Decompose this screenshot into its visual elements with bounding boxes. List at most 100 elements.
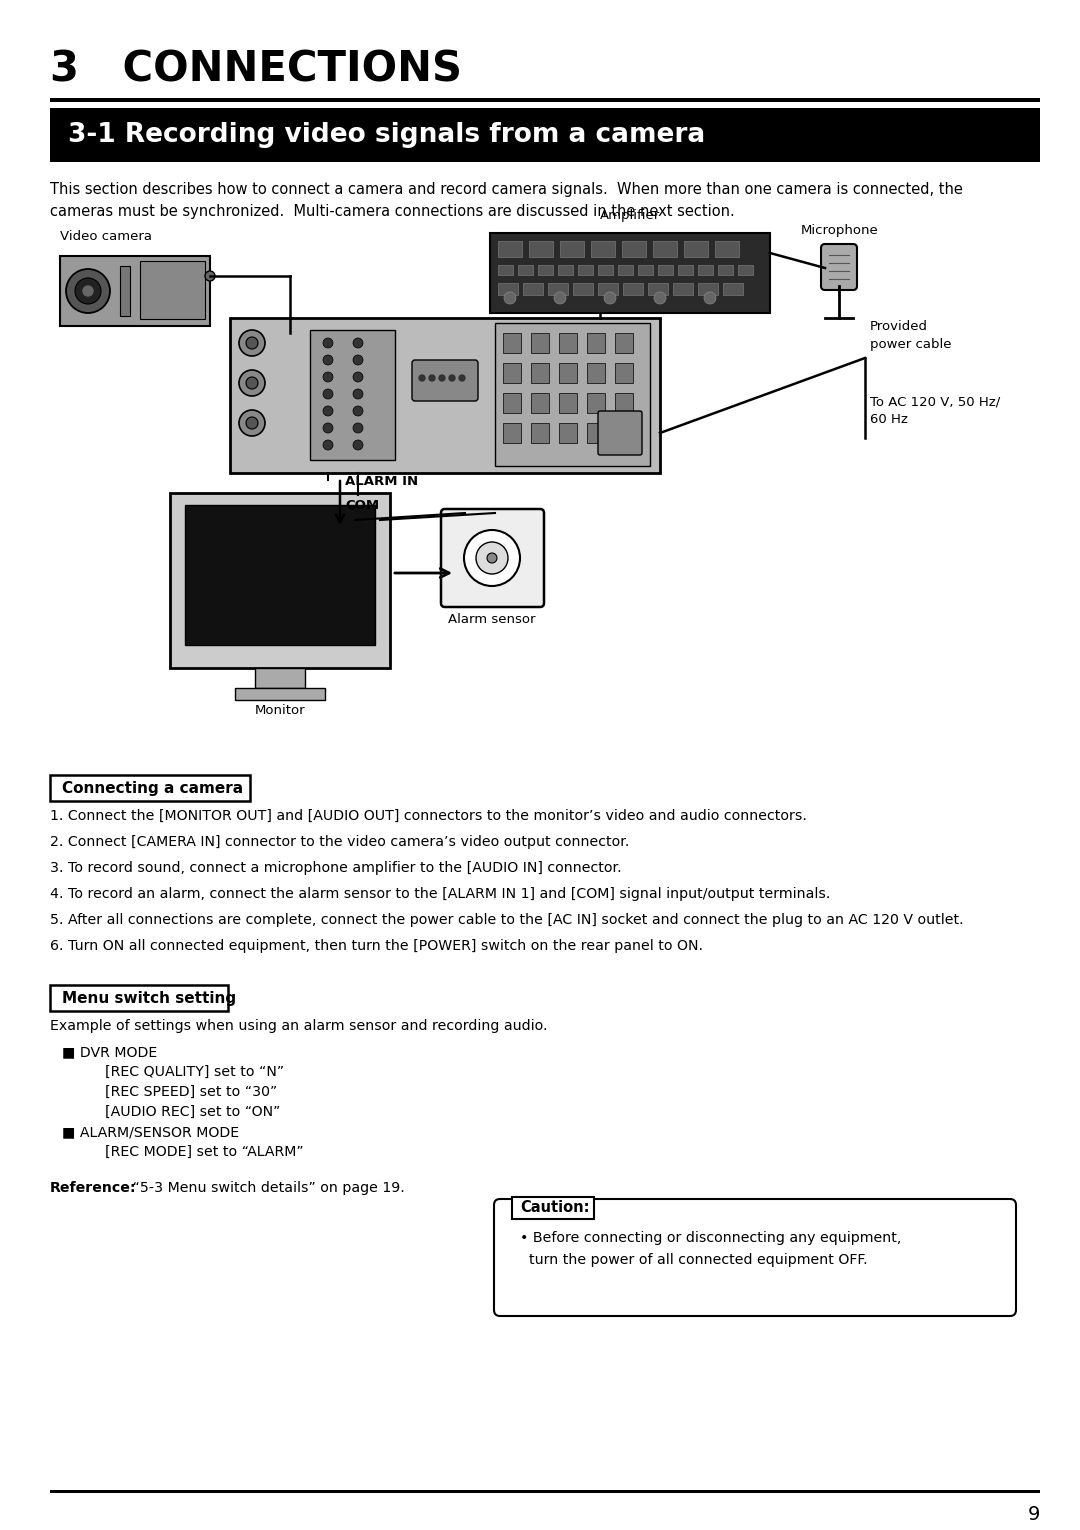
Bar (588, 422, 605, 444)
Circle shape (323, 372, 333, 382)
Bar (573, 283, 593, 295)
Bar (50, 1490, 1040, 1492)
Bar (523, 283, 543, 295)
Bar (638, 265, 653, 275)
Circle shape (554, 292, 566, 304)
Text: COM: COM (345, 499, 379, 513)
Bar (561, 242, 584, 257)
Bar (503, 363, 521, 382)
Circle shape (353, 355, 363, 366)
Bar (559, 363, 577, 382)
Circle shape (323, 355, 333, 366)
Circle shape (323, 422, 333, 433)
Bar (185, 505, 375, 646)
Circle shape (239, 370, 265, 396)
Circle shape (476, 542, 508, 574)
Text: Connecting a camera: Connecting a camera (62, 780, 243, 796)
Bar (598, 283, 618, 295)
Text: turn the power of all connected equipment OFF.: turn the power of all connected equipmen… (519, 1253, 867, 1267)
Text: • Before connecting or disconnecting any equipment,: • Before connecting or disconnecting any… (519, 1232, 902, 1245)
Circle shape (419, 375, 426, 381)
Text: To AC 120 V, 50 Hz/
60 Hz: To AC 120 V, 50 Hz/ 60 Hz (870, 395, 1000, 425)
Text: Monitor: Monitor (255, 704, 306, 718)
Text: 4. To record an alarm, connect the alarm sensor to the [ALARM IN 1] and [COM] si: 4. To record an alarm, connect the alarm… (50, 887, 831, 901)
Text: Alarm sensor: Alarm sensor (448, 614, 536, 626)
Bar (50, 109, 1040, 162)
Bar (658, 265, 673, 275)
Circle shape (353, 389, 363, 399)
Bar (538, 265, 553, 275)
Bar (503, 393, 521, 413)
Bar (559, 393, 577, 413)
Text: Microphone: Microphone (801, 223, 879, 237)
Bar (684, 242, 708, 257)
Bar (558, 265, 573, 275)
Circle shape (353, 338, 363, 347)
Bar (618, 265, 633, 275)
Text: Menu switch setting: Menu switch setting (62, 990, 237, 1005)
Bar (531, 334, 549, 353)
Bar (598, 265, 613, 275)
Text: ■ DVR MODE: ■ DVR MODE (62, 1045, 158, 1059)
Text: [REC MODE] set to “ALARM”: [REC MODE] set to “ALARM” (105, 1144, 303, 1160)
Bar (548, 283, 568, 295)
Bar (310, 330, 395, 461)
FancyBboxPatch shape (411, 360, 478, 401)
Bar (512, 1196, 594, 1219)
Circle shape (205, 271, 215, 282)
Text: ALARM IN: ALARM IN (345, 474, 418, 488)
Circle shape (429, 375, 435, 381)
FancyBboxPatch shape (441, 509, 544, 607)
Circle shape (323, 441, 333, 450)
Bar (490, 233, 770, 314)
Bar (588, 334, 605, 353)
Text: Caution:: Caution: (519, 1201, 590, 1215)
Bar (50, 985, 228, 1011)
Bar (623, 283, 643, 295)
FancyBboxPatch shape (598, 412, 642, 454)
Bar (140, 262, 205, 318)
Bar (591, 242, 615, 257)
Bar (503, 334, 521, 353)
Bar (498, 265, 513, 275)
Bar (235, 688, 325, 701)
Bar (529, 242, 553, 257)
Text: 5. After all connections are complete, connect the power cable to the [AC IN] so: 5. After all connections are complete, c… (50, 913, 963, 927)
Circle shape (75, 278, 102, 304)
Text: Amplifier: Amplifier (599, 210, 660, 222)
Circle shape (459, 375, 465, 381)
Text: Reference:: Reference: (50, 1181, 137, 1195)
Bar (120, 266, 130, 317)
Text: 1. Connect the [MONITOR OUT] and [AUDIO OUT] connectors to the monitor’s video a: 1. Connect the [MONITOR OUT] and [AUDIO … (50, 809, 807, 823)
Bar (50, 776, 249, 802)
Circle shape (246, 418, 258, 428)
Text: 3-1 Recording video signals from a camera: 3-1 Recording video signals from a camer… (68, 122, 705, 148)
FancyBboxPatch shape (494, 1200, 1016, 1316)
Bar (50, 98, 1040, 103)
Bar (723, 283, 743, 295)
Circle shape (438, 375, 445, 381)
Bar (698, 265, 713, 275)
Circle shape (323, 338, 333, 347)
Bar (673, 283, 693, 295)
Bar (588, 393, 605, 413)
Bar (578, 265, 593, 275)
Bar (230, 318, 660, 473)
Bar (498, 283, 518, 295)
Circle shape (66, 269, 110, 314)
Text: 9: 9 (1028, 1506, 1040, 1524)
Bar (518, 265, 534, 275)
Bar (255, 669, 305, 688)
FancyBboxPatch shape (821, 243, 858, 291)
Text: Provided
power cable: Provided power cable (870, 320, 951, 350)
Circle shape (353, 405, 363, 416)
Bar (718, 265, 733, 275)
Circle shape (246, 376, 258, 389)
Bar (498, 242, 522, 257)
Circle shape (83, 286, 93, 295)
Bar (531, 393, 549, 413)
Text: This section describes how to connect a camera and record camera signals.  When : This section describes how to connect a … (50, 182, 963, 219)
Text: 3. To record sound, connect a microphone amplifier to the [AUDIO IN] connector.: 3. To record sound, connect a microphone… (50, 861, 622, 875)
Bar (503, 422, 521, 444)
Bar (531, 422, 549, 444)
